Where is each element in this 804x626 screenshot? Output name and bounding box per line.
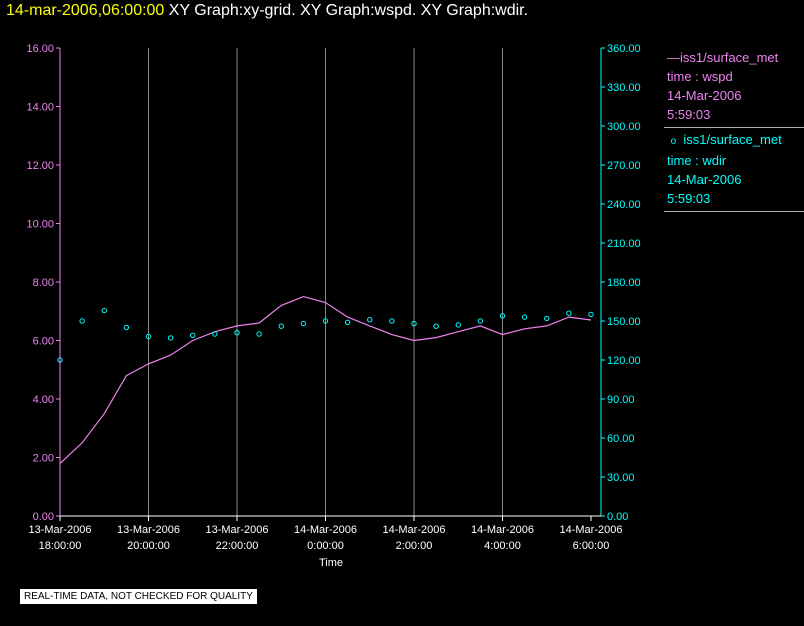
left-tick-label: 8.00 xyxy=(33,277,54,289)
wdir-point xyxy=(521,314,528,320)
x-tick-time: 4:00:00 xyxy=(484,540,521,552)
wdir-point xyxy=(234,330,240,336)
wdir-point xyxy=(190,332,196,338)
right-tick-label: 240.00 xyxy=(607,199,641,211)
wdir-point xyxy=(123,324,130,331)
wdir-point xyxy=(278,323,284,329)
title-graphs: XY Graph:xy-grid. XY Graph:wspd. XY Grap… xyxy=(168,2,529,19)
wdir-point xyxy=(322,318,329,324)
right-tick-label: 360.00 xyxy=(607,43,641,55)
legend-wdir: o iss1/surface_met time : wdir 14-Mar-20… xyxy=(664,128,804,212)
wdir-point xyxy=(367,317,373,323)
wdir-point xyxy=(389,318,395,324)
right-tick-label: 0.00 xyxy=(607,511,628,523)
legend-wdir-name: o iss1/surface_met xyxy=(670,132,782,147)
wdir-point xyxy=(499,313,506,319)
left-tick-label: 4.00 xyxy=(33,394,54,406)
wdir-point xyxy=(167,335,174,341)
wdir-point xyxy=(433,323,439,329)
legend-wspd-date: 14-Mar-2006 xyxy=(667,88,742,103)
left-tick-label: 10.00 xyxy=(26,219,54,231)
wdir-point xyxy=(544,315,550,322)
right-tick-label: 270.00 xyxy=(607,160,641,172)
legend-wspd-name: —iss1/surface_met xyxy=(667,50,779,65)
x-tick-time: 18:00:00 xyxy=(39,540,82,552)
x-tick-date: 13-Mar-2006 xyxy=(29,524,92,536)
wdir-point xyxy=(300,320,307,327)
right-tick-label: 60.00 xyxy=(607,433,635,445)
x-axis-label: Time xyxy=(319,557,343,569)
left-tick-label: 2.00 xyxy=(33,453,54,465)
right-tick-label: 90.00 xyxy=(607,394,635,406)
wdir-point xyxy=(411,320,417,327)
left-tick-label: 12.00 xyxy=(26,160,54,172)
quality-disclaimer: REAL-TIME DATA, NOT CHECKED FOR QUALITY xyxy=(20,589,257,604)
wdir-point xyxy=(477,318,484,324)
wdir-point xyxy=(79,318,85,324)
wspd-series-line xyxy=(59,295,592,464)
wdir-point xyxy=(344,319,351,325)
right-tick-label: 150.00 xyxy=(607,316,641,328)
x-tick-time: 0:00:00 xyxy=(307,540,344,552)
right-tick-label: 330.00 xyxy=(607,82,641,94)
wdir-point xyxy=(101,307,107,314)
x-tick-time: 22:00:00 xyxy=(216,540,259,552)
axes: 0.00 2.00 4.00 6.00 8.00 10.00 12.00 14.00 16.00… xyxy=(26,43,640,552)
wdir-point xyxy=(566,310,572,316)
series-layer xyxy=(57,295,594,464)
x-tick-time: 20:00:00 xyxy=(127,540,170,552)
x-tick-date: 14-Mar-2006 xyxy=(560,524,623,536)
left-tick-label: 6.00 xyxy=(33,336,54,348)
title-timestamp: 14-mar-2006,06:00:00 xyxy=(6,2,165,19)
legend-wspd-time: 5:59:03 xyxy=(667,107,711,122)
x-tick-date: 13-Mar-2006 xyxy=(206,524,269,536)
legend-wspd: —iss1/surface_met time : wspd 14-Mar-200… xyxy=(664,46,804,128)
legend-wdir-date: 14-Mar-2006 xyxy=(667,172,742,187)
x-tick-time: 2:00:00 xyxy=(396,540,433,552)
right-tick-label: 180.00 xyxy=(607,277,641,289)
legend: —iss1/surface_met time : wspd 14-Mar-200… xyxy=(664,46,804,212)
right-tick-label: 300.00 xyxy=(607,121,641,133)
wdir-point xyxy=(145,333,152,340)
wdir-point xyxy=(455,322,461,328)
left-tick-label: 0.00 xyxy=(33,511,54,523)
x-tick-time: 6:00:00 xyxy=(573,540,610,552)
right-tick-label: 120.00 xyxy=(607,355,641,367)
left-tick-label: 16.00 xyxy=(26,43,54,55)
x-tick-date: 14-Mar-2006 xyxy=(383,524,446,536)
grid-lines xyxy=(148,48,503,516)
legend-wspd-var: time : wspd xyxy=(667,69,733,84)
wdir-point xyxy=(212,331,218,337)
x-tick-date: 14-Mar-2006 xyxy=(471,524,534,536)
legend-wdir-time: 5:59:03 xyxy=(667,191,711,206)
chart-title: 14-mar-2006,06:00:00 XY Graph:xy-grid. X… xyxy=(6,2,528,20)
x-tick-date: 13-Mar-2006 xyxy=(117,524,180,536)
right-tick-label: 210.00 xyxy=(607,238,641,250)
legend-wdir-var: time : wdir xyxy=(667,153,727,168)
wdir-point xyxy=(256,331,262,337)
x-tick-date: 14-Mar-2006 xyxy=(294,524,357,536)
left-tick-label: 14.00 xyxy=(26,102,54,114)
right-tick-label: 30.00 xyxy=(607,472,635,484)
wdir-point xyxy=(588,311,594,318)
